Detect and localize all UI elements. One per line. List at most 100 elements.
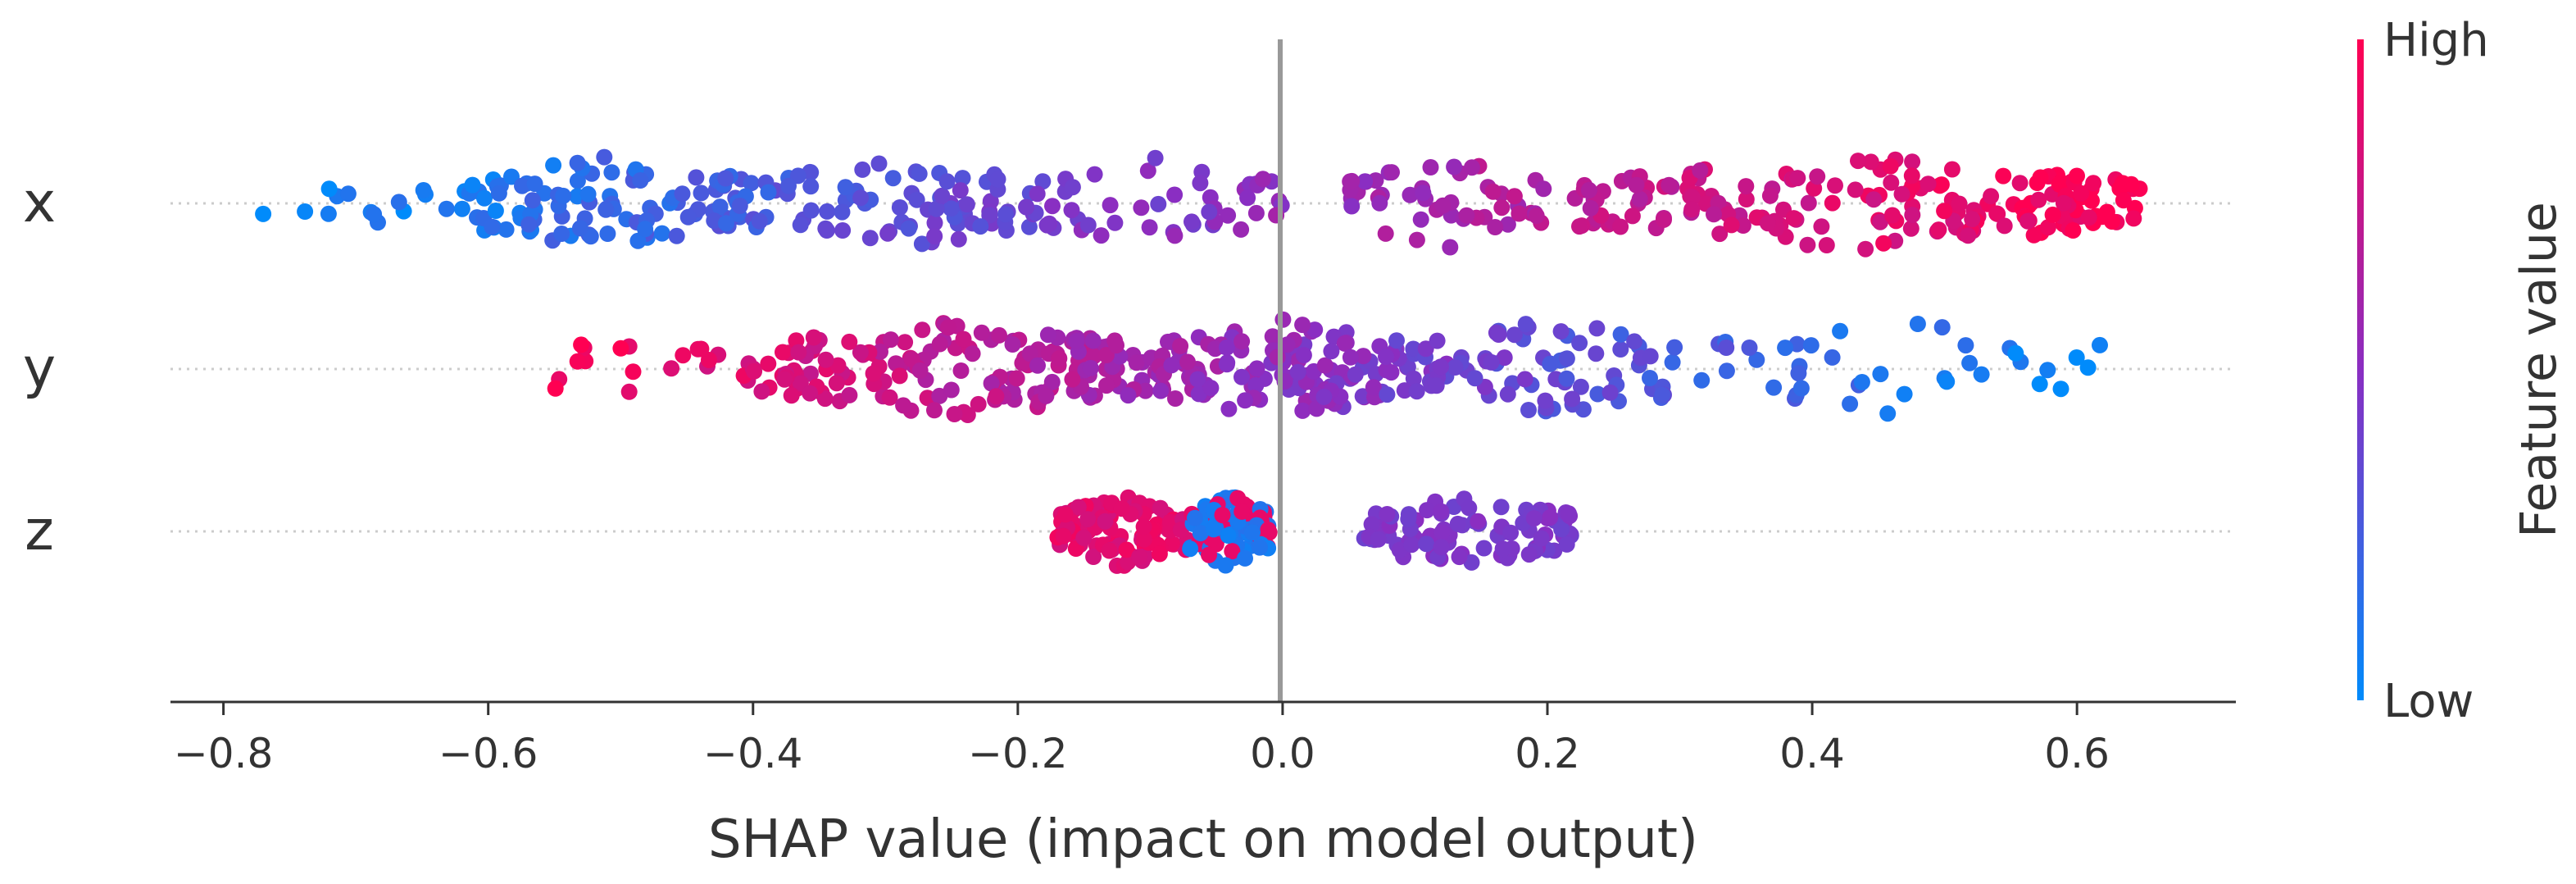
shap-point-x xyxy=(834,222,852,239)
shap-point-x xyxy=(1738,191,1755,207)
shap-point-y xyxy=(952,362,970,379)
shap-point-z xyxy=(1403,536,1420,554)
shap-point-y xyxy=(1718,339,1735,356)
shap-point-x xyxy=(1706,206,1722,223)
shap-point-x xyxy=(1933,176,1950,194)
shap-point-x xyxy=(926,214,943,231)
shap-point-z xyxy=(1224,543,1241,560)
shap-point-z xyxy=(1244,524,1261,541)
shap-point-x xyxy=(760,184,777,201)
shap-point-x xyxy=(569,154,586,171)
shap-point-y xyxy=(1388,332,1405,349)
shap-point-x xyxy=(1930,221,1947,239)
shap-point-z xyxy=(1260,522,1277,539)
shap-point-x xyxy=(1442,239,1459,256)
shap-point-x xyxy=(1458,207,1475,224)
shap-point-x xyxy=(911,165,928,182)
shap-point-x xyxy=(1034,173,1052,190)
shap-point-y xyxy=(663,360,680,377)
shap-point-x xyxy=(1254,171,1271,188)
shap-point-x xyxy=(1904,207,1921,224)
shap-point-y xyxy=(1417,340,1434,358)
shap-point-x xyxy=(908,191,925,208)
x-tick-label: 0.0 xyxy=(1250,730,1315,777)
shap-point-z xyxy=(1070,499,1087,516)
shap-point-x xyxy=(2093,208,2110,226)
colorbar-title: Feature value xyxy=(2510,202,2568,538)
shap-point-y xyxy=(1220,400,1238,417)
shap-point-z xyxy=(1542,509,1559,526)
shap-point-y xyxy=(1347,366,1364,383)
shap-point-x xyxy=(884,170,902,187)
shap-point-x xyxy=(1872,213,1889,230)
shap-point-x xyxy=(1624,207,1641,225)
shap-point-y xyxy=(829,357,847,374)
shap-point-y xyxy=(1496,349,1513,367)
shap-point-y xyxy=(895,397,912,414)
shap-point-z xyxy=(1097,513,1114,530)
shap-point-x xyxy=(1882,157,1899,175)
shap-point-x xyxy=(487,203,504,219)
shap-point-y xyxy=(1909,316,1926,332)
shap-point-y xyxy=(1084,332,1102,349)
shap-point-x xyxy=(1247,204,1265,221)
shap-point-x xyxy=(2115,192,2132,209)
shap-point-x xyxy=(1683,201,1701,218)
shap-point-x xyxy=(711,198,729,216)
shap-point-y xyxy=(1429,332,1446,349)
shap-point-x xyxy=(1862,153,1879,171)
shap-point-y xyxy=(1108,337,1124,354)
shap-point-x xyxy=(1484,183,1502,200)
shap-point-z xyxy=(1057,506,1074,523)
shap-point-x xyxy=(1628,176,1645,194)
shap-point-x xyxy=(1166,186,1184,203)
shap-point-x xyxy=(1133,199,1150,216)
shap-point-x xyxy=(1106,214,1124,231)
shap-point-y xyxy=(1218,339,1235,356)
shap-point-y xyxy=(1189,371,1206,388)
shap-point-z xyxy=(1502,524,1520,541)
shap-point-z xyxy=(1561,505,1577,522)
feature-label-x: x xyxy=(23,171,56,235)
shap-point-y xyxy=(1765,379,1783,396)
shap-point-x xyxy=(718,215,734,232)
shap-point-y xyxy=(1601,384,1619,401)
shap-point-y xyxy=(1029,357,1046,374)
shap-point-x xyxy=(2069,167,2085,185)
shap-point-x xyxy=(1983,188,2000,205)
shap-point-x xyxy=(1422,159,1439,175)
shap-point-y xyxy=(970,395,987,412)
shap-point-y xyxy=(1039,326,1056,344)
shap-point-y xyxy=(802,385,819,402)
shap-point-y xyxy=(1167,390,1184,407)
x-tick-label: 0.4 xyxy=(1779,730,1845,777)
shap-point-y xyxy=(612,339,629,357)
shap-point-y xyxy=(1295,347,1312,364)
shap-point-x xyxy=(2080,209,2097,226)
shap-point-y xyxy=(882,331,899,349)
shap-point-x xyxy=(870,155,888,172)
shap-point-x xyxy=(555,187,572,204)
x-tick-label: 0.2 xyxy=(1515,730,1580,777)
shap-point-z xyxy=(1118,541,1135,558)
shap-point-x xyxy=(1692,162,1709,179)
shap-point-y xyxy=(1777,339,1794,357)
shap-point-x xyxy=(1371,194,1388,212)
shap-point-y xyxy=(1748,351,1765,368)
shap-point-x xyxy=(632,172,649,189)
shap-point-y xyxy=(1802,337,1820,354)
shap-point-x xyxy=(1415,185,1432,202)
shap-point-y xyxy=(1248,360,1265,377)
shap-point-x xyxy=(854,161,871,178)
shap-point-y xyxy=(1792,380,1810,397)
shap-point-x xyxy=(255,205,272,222)
shap-point-x xyxy=(1631,190,1648,207)
shap-point-y xyxy=(1294,317,1311,334)
shap-point-y xyxy=(1832,322,1849,339)
shap-point-x xyxy=(1995,167,2012,185)
shap-point-x xyxy=(2039,219,2056,236)
shap-point-z xyxy=(1463,554,1480,571)
shap-point-x xyxy=(1964,211,1981,228)
shap-point-x xyxy=(2030,191,2047,208)
shap-point-x xyxy=(1383,164,1400,181)
